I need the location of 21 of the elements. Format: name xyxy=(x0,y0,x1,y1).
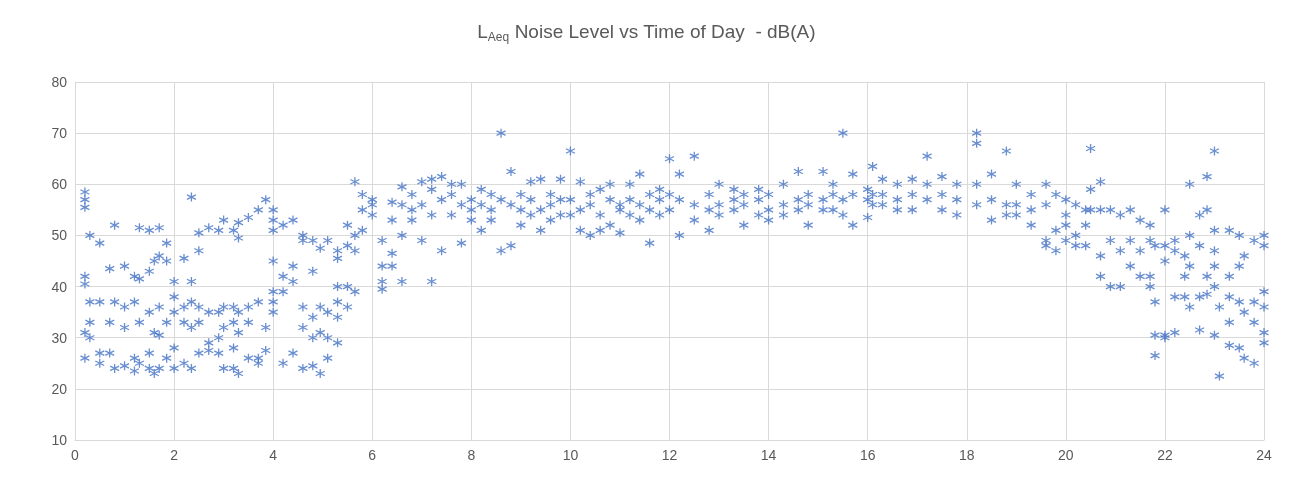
y-tick-label: 20 xyxy=(51,380,68,397)
x-tick-label: 12 xyxy=(661,447,678,463)
y-tick-label: 40 xyxy=(51,278,68,295)
x-tick-label: 2 xyxy=(170,447,179,463)
y-tick-label: 50 xyxy=(51,227,68,244)
x-tick-label: 14 xyxy=(760,447,777,463)
y-tick-label: 70 xyxy=(51,125,68,142)
x-tick-label: 16 xyxy=(859,447,876,463)
y-tick-label: 60 xyxy=(51,176,68,193)
x-tick-label: 24 xyxy=(1256,447,1272,463)
x-tick-label: 22 xyxy=(1157,447,1173,463)
x-tick-label: 8 xyxy=(467,447,476,463)
x-tick-label: 20 xyxy=(1058,447,1074,463)
y-tick-label: 30 xyxy=(51,329,68,346)
y-tick-label: 10 xyxy=(51,432,68,448)
y-tick-label: 80 xyxy=(51,74,68,90)
x-tick-label: 6 xyxy=(368,447,377,463)
x-tick-label: 10 xyxy=(562,447,579,463)
x-tick-label: 4 xyxy=(269,447,278,463)
x-tick-label: 0 xyxy=(71,447,80,463)
x-tick-label: 18 xyxy=(958,447,975,463)
